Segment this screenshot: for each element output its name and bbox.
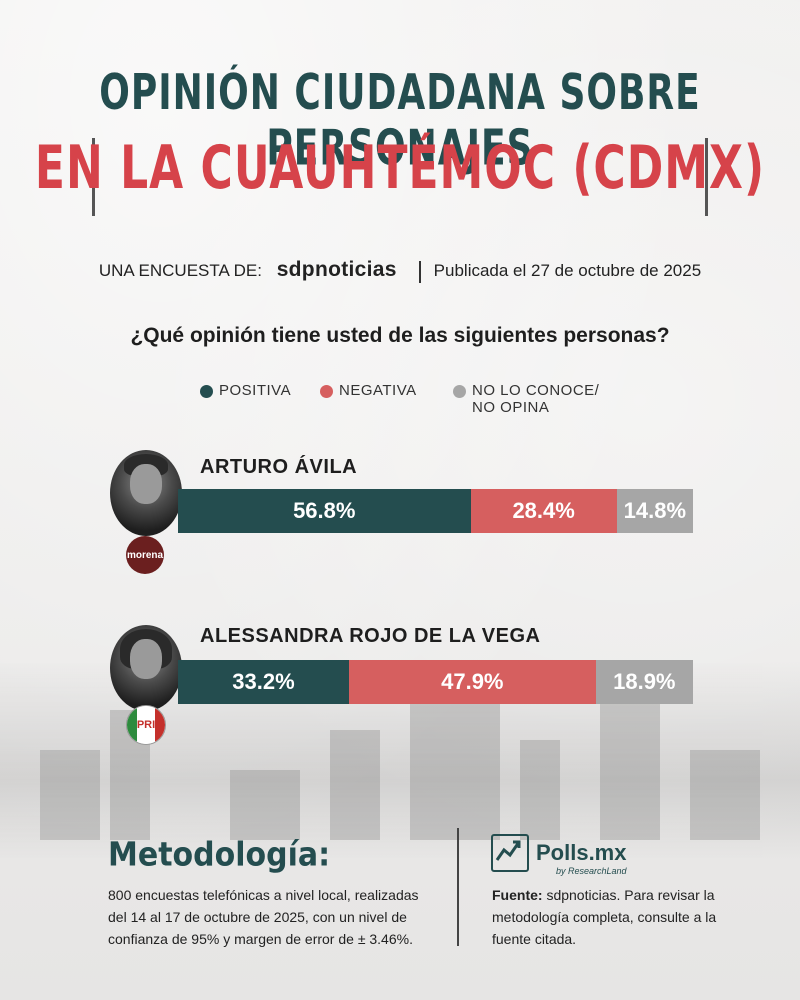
- source-text: sdpnoticias. Para revisar la metodología…: [492, 887, 717, 947]
- data-label-no-opinion: 14.8%: [623, 498, 687, 523]
- legend-item-positive: POSITIVA: [200, 382, 291, 399]
- methodology-text: 800 encuestas telefónicas a nivel local,…: [108, 887, 419, 947]
- legend-dot-negative: [320, 385, 333, 398]
- data-label-positive: 33.2%: [232, 669, 295, 694]
- candidate-photo-avila: [110, 450, 182, 536]
- legend-label-no-opinion-line1: NO LO CONOCE/: [472, 382, 600, 399]
- legend-dot-positive: [200, 385, 213, 398]
- legend-dot-no-opinion: [453, 385, 466, 398]
- pri-logo-icon: PRI: [126, 705, 166, 745]
- footer-divider: [457, 828, 459, 946]
- byline-brand: sdpnoticias: [276, 258, 397, 281]
- source-note: Fuente: sdpnoticias. Para revisar la met…: [492, 884, 732, 950]
- legend-label-positive: POSITIVA: [219, 382, 292, 399]
- data-label-negative: 47.9%: [441, 669, 504, 694]
- morena-logo-icon: morena: [126, 536, 164, 574]
- survey-question: ¿Qué opinión tiene usted de las siguient…: [130, 324, 670, 347]
- stacked-bar-rojo: 33.2% 47.9% 18.9%: [178, 660, 693, 704]
- bar-segment-negative: 47.9%: [348, 660, 596, 704]
- bar-segment-no-opinion: 18.9%: [595, 660, 693, 704]
- polls-mx-sub: by ResearchLand: [556, 866, 627, 876]
- bar-segment-positive: 33.2%: [178, 660, 349, 704]
- byline-separator: [419, 260, 421, 283]
- title-line-1: OPINIÓN CIUDADANA SOBRE PERSONAJES: [99, 66, 701, 177]
- title-right-rule: [705, 138, 708, 216]
- data-label-no-opinion: 18.9%: [613, 669, 676, 694]
- legend-label-no-opinion: NO LO CONOCE/ NO OPINA: [472, 382, 599, 416]
- candidate-name-avila: ARTURO ÁVILA: [200, 456, 358, 478]
- data-label-positive: 56.8%: [293, 498, 356, 523]
- polls-mx-name: Polls.mx: [536, 840, 627, 865]
- chart-legend: POSITIVA NEGATIVA NO LO CONOCE/ NO OPINA: [200, 382, 660, 422]
- candidate-name-rojo: ALESSANDRA ROJO DE LA VEGA: [200, 625, 541, 647]
- legend-label-negative: NEGATIVA: [339, 382, 417, 399]
- methodology-title: Metodología:: [108, 836, 331, 875]
- polls-mx-logo: Polls.mx: [491, 834, 626, 872]
- data-label-negative: 28.4%: [512, 498, 575, 523]
- legend-item-no-opinion: NO LO CONOCE/ NO OPINA: [453, 382, 599, 416]
- byline: UNA ENCUESTA DE: sdpnoticias Publicada e…: [0, 258, 800, 283]
- bar-segment-negative: 28.4%: [470, 489, 617, 533]
- legend-item-negative: NEGATIVA: [320, 382, 417, 399]
- candidate-photo-rojo: [110, 625, 182, 711]
- bar-segment-positive: 56.8%: [178, 489, 471, 533]
- polls-chart-icon: [491, 834, 529, 872]
- byline-prefix: UNA ENCUESTA DE:: [98, 261, 262, 280]
- bar-segment-no-opinion: 14.8%: [616, 489, 693, 533]
- source-label: Fuente:: [492, 887, 543, 903]
- title-left-rule: [92, 138, 95, 216]
- legend-label-no-opinion-line2: NO OPINA: [472, 399, 550, 416]
- stacked-bar-avila: 56.8% 28.4% 14.8%: [178, 489, 693, 533]
- byline-date: Publicada el 27 de octubre de 2025: [433, 261, 702, 280]
- title-line-2: EN LA CUAUHTÉMOC (CDMX): [34, 134, 766, 203]
